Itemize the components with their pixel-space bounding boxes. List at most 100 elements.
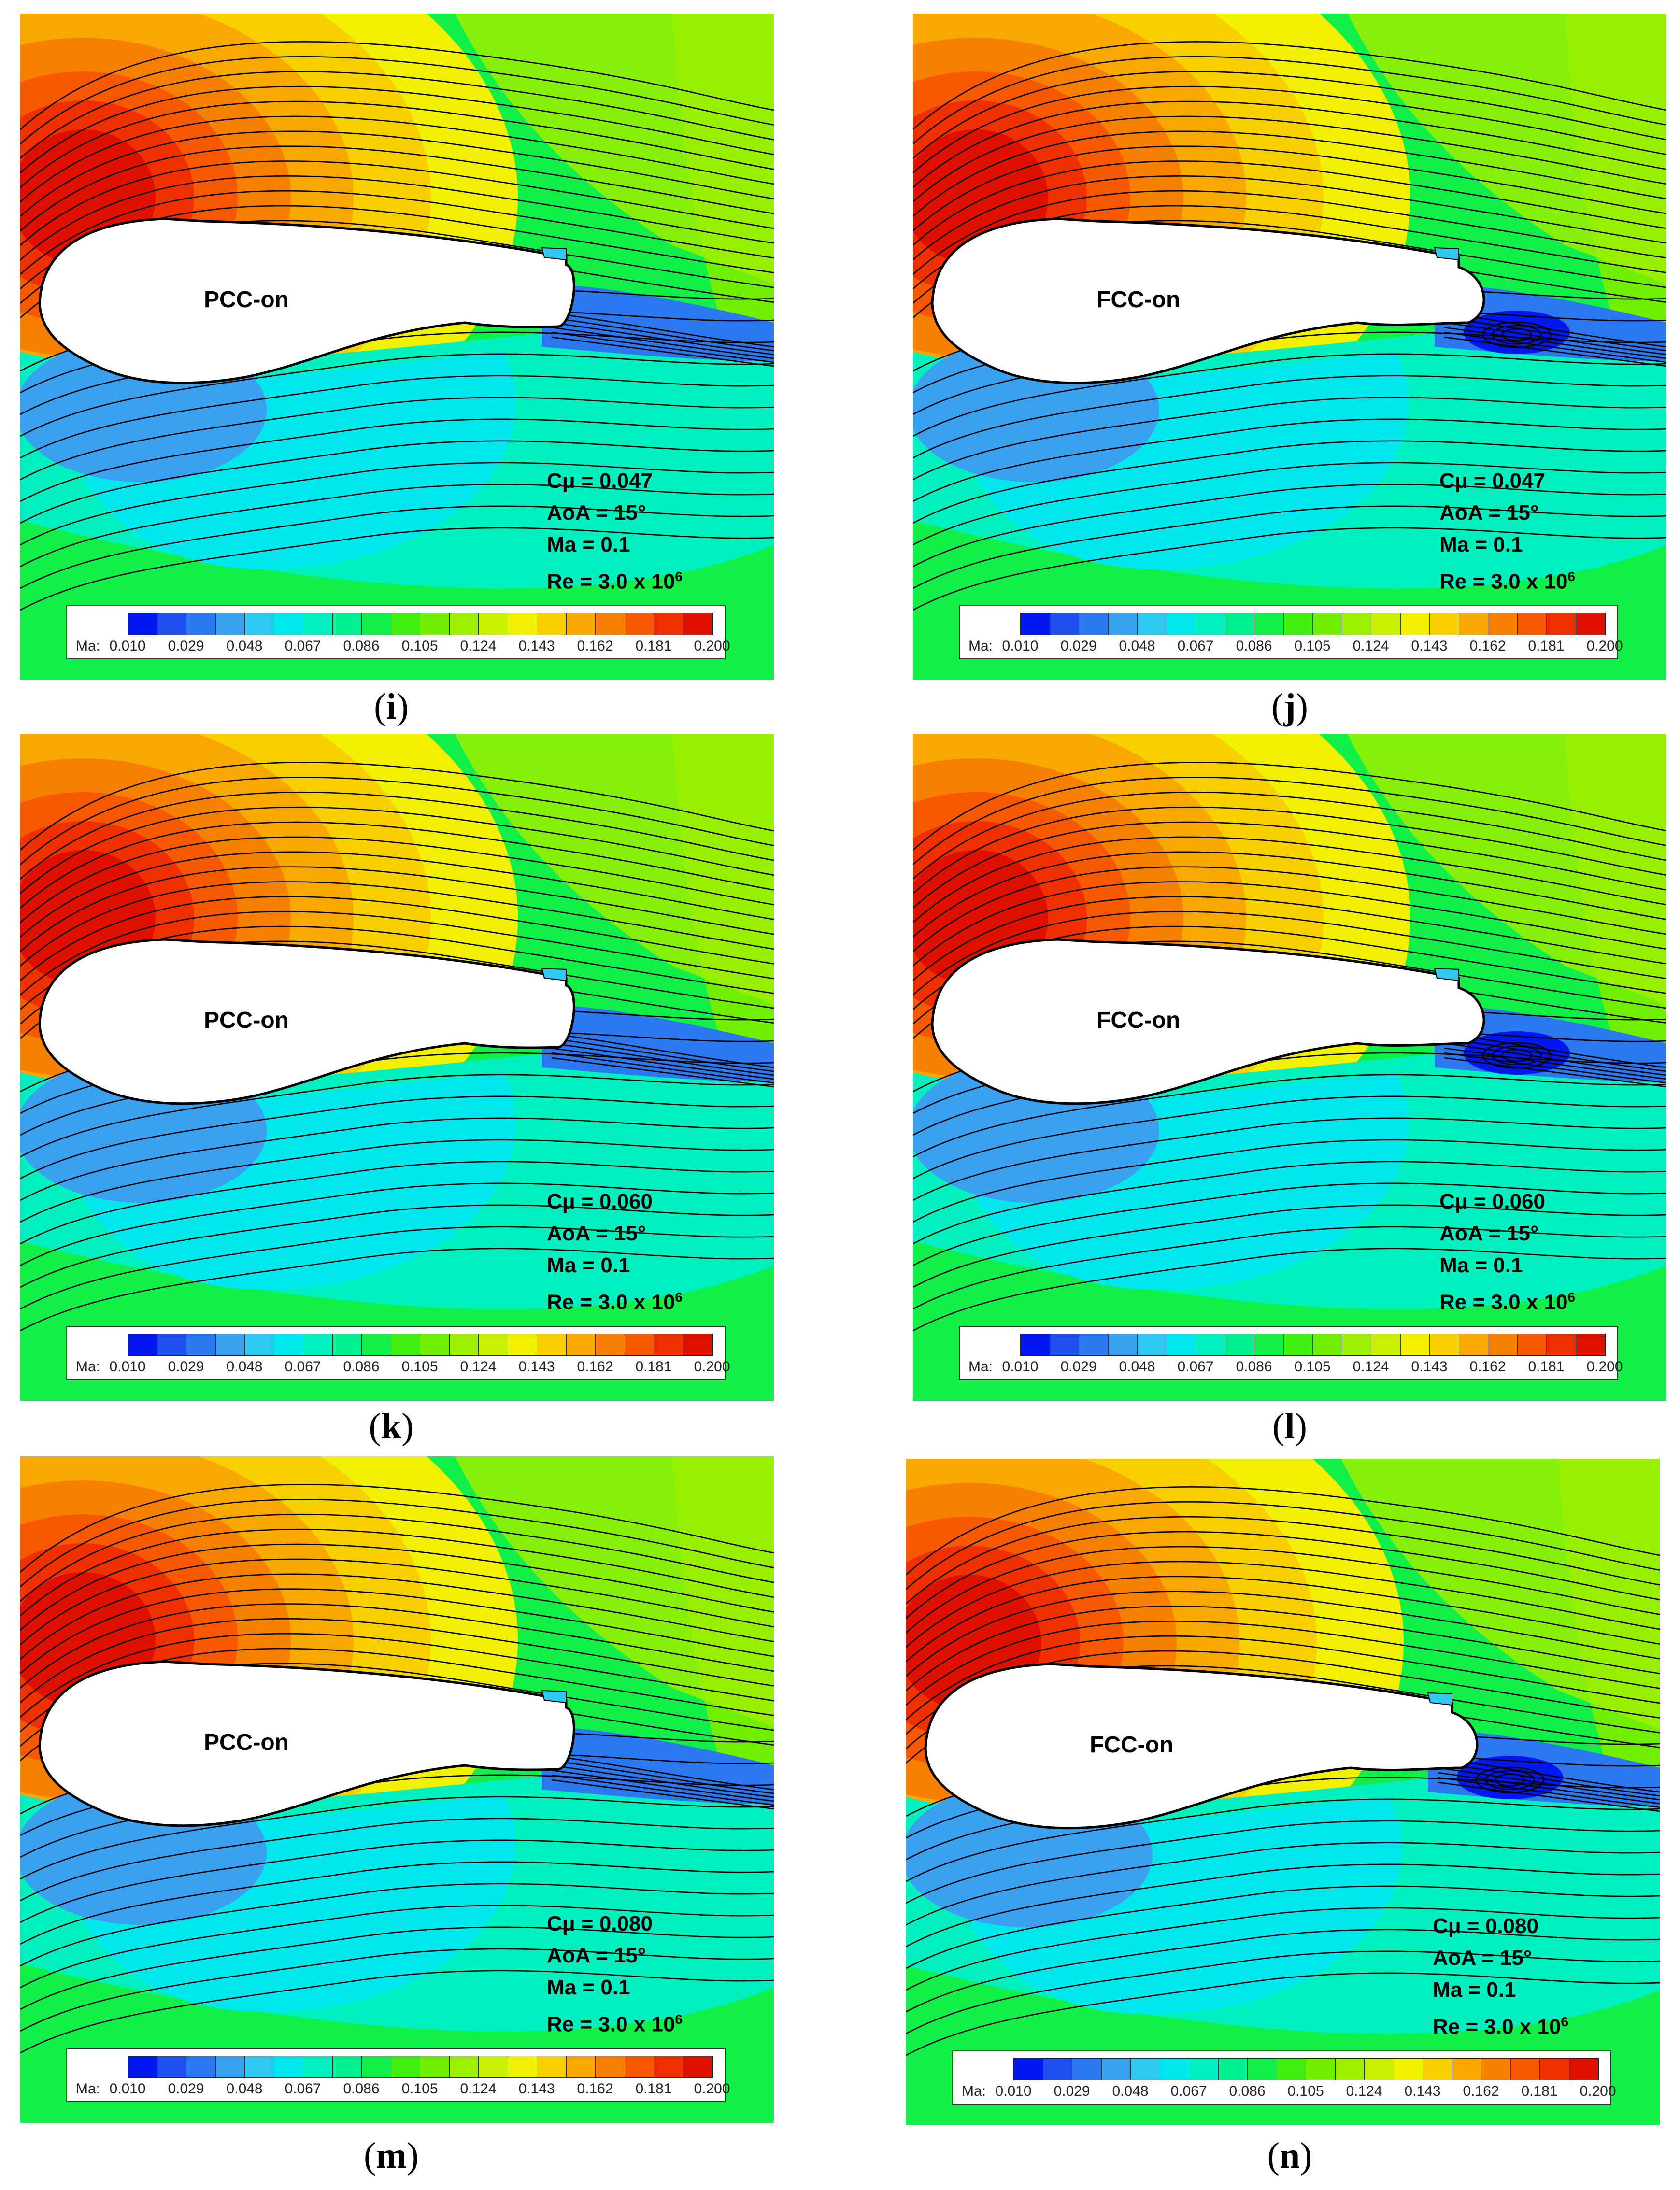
- streamline-lower: [20, 505, 774, 589]
- streamline-upper: [20, 1528, 774, 1616]
- colorbar-swatch: [1400, 1334, 1430, 1355]
- streamline-wake: [551, 312, 774, 348]
- streamline-upper: [913, 160, 1666, 246]
- streamline-upper: [20, 160, 774, 246]
- param-re: Re = 3.0 x 106: [1439, 1290, 1575, 1314]
- vortex-streamline: [1495, 1773, 1525, 1787]
- colorbar-tick-label: 0.029: [1060, 638, 1097, 654]
- streamline-lower: [20, 1905, 774, 1989]
- streamline-lower: [20, 1861, 774, 1945]
- colorbar-tick-label: 0.067: [285, 2081, 321, 2097]
- streamline-lower: [906, 1863, 1660, 1948]
- streamline-upper: [20, 881, 774, 967]
- colorbar-label: Ma:: [76, 638, 100, 654]
- colorbar-swatch: [362, 2056, 391, 2077]
- colorbar-tick-label: 0.067: [1177, 638, 1214, 654]
- colorbar-swatch: [274, 2056, 303, 2077]
- streamline-lower: [913, 353, 1666, 437]
- colorbar-legend: Ma: 0.010 0.029 0.048 0.067 0.086 0.105 0.124 0.…: [66, 1326, 730, 1380]
- streamline-upper: [20, 851, 774, 938]
- colorbar-swatch: [1021, 1334, 1050, 1355]
- colorbar-tick-label: 0.124: [1353, 638, 1389, 654]
- streamline-upper: [913, 791, 1666, 880]
- colorbar-tick-label: 0.067: [285, 1359, 321, 1375]
- colorbar-ticks: 0.010 0.029 0.048 0.067 0.086 0.105 0.124 0.143…: [1002, 1359, 1623, 1378]
- colorbar-tick-label: 0.124: [460, 2081, 497, 2097]
- streamline-wake: [1444, 327, 1666, 359]
- streamline-upper: [20, 1633, 774, 1718]
- streamline-lower: [913, 1182, 1666, 1266]
- streamline-upper: [20, 1543, 774, 1631]
- colorbar-swatch: [128, 1334, 157, 1355]
- streamline-upper: [20, 1603, 774, 1689]
- colorbar-swatch: [1254, 1334, 1284, 1355]
- streamline-lower: [913, 1139, 1666, 1223]
- airfoil-body: [38, 938, 575, 1105]
- colorbar-tick-label: 0.010: [1002, 638, 1039, 654]
- config-label: PCC-on: [204, 1730, 289, 1755]
- streamline-lower: [20, 1883, 774, 1967]
- panel-j: FCC-on Cμ = 0.047 AoA = 15° Ma = 0.1 Re = 3.…: [913, 14, 1666, 680]
- streamline-lower: [913, 462, 1666, 546]
- streamline-upper: [20, 1513, 774, 1602]
- streamline-lower: [913, 1248, 1666, 1332]
- streamline-lower: [20, 1970, 774, 2054]
- vortex-streamline: [1501, 328, 1532, 341]
- streamline-wake: [1444, 336, 1666, 367]
- colorbar-tick-label: 0.105: [401, 638, 438, 654]
- colorbar-swatch: [1313, 1334, 1342, 1355]
- colorbar-tick-label: 0.162: [1469, 1359, 1506, 1375]
- colorbar-swatch: [332, 2056, 362, 2077]
- streamline-wake: [551, 1755, 774, 1791]
- streamline-wake: [1444, 1047, 1666, 1080]
- colorbar-swatch: [1371, 1334, 1401, 1355]
- colorbar-swatch: [157, 613, 186, 635]
- streamline-upper: [20, 1618, 774, 1703]
- streamline-upper: [20, 806, 774, 894]
- streamline-upper: [913, 821, 1666, 909]
- streamline-upper: [20, 190, 774, 275]
- streamline-lower: [913, 418, 1666, 502]
- param-cmu: Cμ = 0.080: [547, 1912, 653, 1935]
- streamlines: [906, 1486, 1660, 2056]
- colorbar-tick-label: 0.143: [518, 2081, 555, 2097]
- streamline-lower: [913, 1095, 1666, 1180]
- colorbar-swatch: [537, 613, 567, 635]
- colorbar-swatch: [537, 1334, 567, 1355]
- streamline-upper: [913, 71, 1666, 159]
- colorbar-swatch: [215, 613, 245, 635]
- colorbar-swatch: [1218, 2059, 1248, 2080]
- streamline-upper: [913, 175, 1666, 260]
- colorbar-swatch: [303, 613, 333, 635]
- jet-slot: [541, 1690, 567, 1704]
- colorbar-swatch: [420, 1334, 450, 1355]
- jet-slot: [541, 247, 567, 261]
- contour-field: [20, 14, 774, 680]
- param-ma: Ma = 0.1: [1439, 1253, 1523, 1277]
- colorbar: [1020, 613, 1606, 635]
- colorbar-tick-label: 0.143: [1411, 638, 1448, 654]
- contour-band-upper-mid: [1348, 734, 1666, 1005]
- colorbar-swatch: [1043, 2059, 1072, 2080]
- streamline-lower: [20, 1926, 774, 2010]
- colorbar-swatch: [1283, 1334, 1313, 1355]
- subfigure-tag-l: (l): [1272, 1406, 1307, 1447]
- colorbar-swatch: [1430, 613, 1459, 635]
- colorbar-tick-label: 0.048: [226, 1359, 263, 1375]
- colorbar-tick-label: 0.029: [168, 1359, 204, 1375]
- streamline-lower: [20, 397, 774, 481]
- colorbar-swatch: [128, 2056, 157, 2077]
- streamline-upper: [906, 1621, 1660, 1706]
- colorbar-tick-label: 0.162: [577, 1359, 613, 1375]
- streamline-upper: [20, 1498, 774, 1587]
- colorbar-swatch: [1108, 613, 1138, 635]
- colorbar-swatch: [1394, 2059, 1423, 2080]
- colorbar-swatch: [332, 1334, 362, 1355]
- streamline-upper: [913, 56, 1666, 144]
- streamline-lower: [20, 1226, 774, 1310]
- colorbar-swatch: [1167, 613, 1196, 635]
- vortex-streamline: [1485, 1770, 1535, 1790]
- colorbar-tick-label: 0.067: [1170, 2083, 1207, 2099]
- streamline-wake: [551, 1057, 774, 1088]
- colorbar-swatch: [566, 1334, 596, 1355]
